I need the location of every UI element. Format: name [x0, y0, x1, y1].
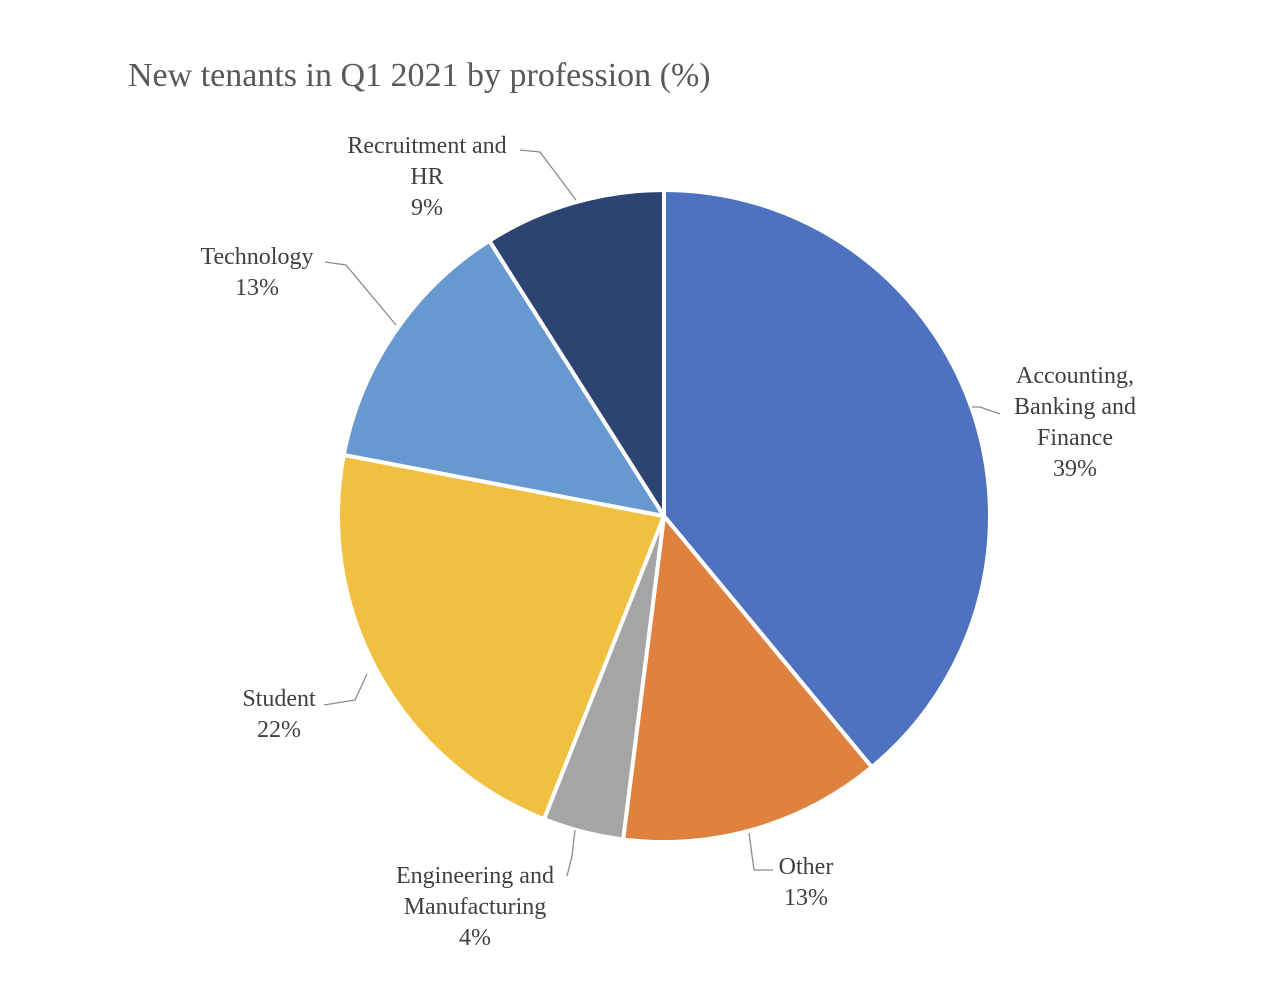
leader-line-recruitment-and-hr: [519, 149, 577, 201]
slice-category-label: HR: [410, 164, 443, 190]
slice-category-label: Accounting,: [1016, 363, 1134, 389]
pie-slice-accounting-banking-and-finance: [662, 188, 992, 770]
slice-value-label: 4%: [459, 925, 491, 951]
slice-labels: Accounting, Banking and Finance 39% Other 13%…: [201, 133, 1136, 951]
pie-slices: [335, 188, 992, 844]
leader-line-engineering-and-manufacturing: [566, 829, 576, 877]
data-label-student: Student 22%: [242, 686, 316, 743]
slice-value-label: 39%: [1053, 456, 1097, 482]
slice-value-label: 13%: [235, 275, 279, 301]
slice-category-label: Finance: [1037, 425, 1113, 451]
leader-line-other: [748, 832, 773, 871]
pie-slice-technology: [341, 238, 666, 518]
slice-value-label: 22%: [257, 717, 301, 743]
leader-line-technology: [324, 261, 397, 326]
data-label-technology: Technology 13%: [201, 244, 314, 301]
leader-line-accounting-banking-and-finance: [972, 406, 1001, 415]
data-label-accounting-banking-and-finance: Accounting, Banking and Finance 39%: [1014, 363, 1136, 482]
slice-category-label: Banking and: [1014, 394, 1136, 420]
pie-slice-student: [335, 452, 666, 822]
slice-value-label: 9%: [411, 195, 443, 221]
data-label-recruitment-and-hr: Recruitment and HR 9%: [347, 133, 506, 221]
chart-title: New tenants in Q1 2021 by profession (%): [128, 57, 711, 94]
slice-category-label: Other: [779, 854, 834, 880]
slice-category-label: Technology: [201, 244, 314, 270]
data-label-other: Other 13%: [779, 854, 834, 911]
slice-value-label: 13%: [784, 885, 828, 911]
slice-category-label: Recruitment and: [347, 133, 506, 159]
slice-category-label: Engineering and: [396, 863, 554, 889]
pie-slice-other: [621, 514, 874, 844]
slice-category-label: Student: [242, 686, 316, 712]
leader-lines: [323, 149, 1001, 877]
pie-slice-recruitment-and-hr: [487, 188, 666, 518]
data-label-engineering-and-manufacturing: Engineering and Manufacturing 4%: [396, 863, 554, 951]
slice-category-label: Manufacturing: [404, 894, 547, 920]
leader-line-student: [323, 673, 368, 706]
